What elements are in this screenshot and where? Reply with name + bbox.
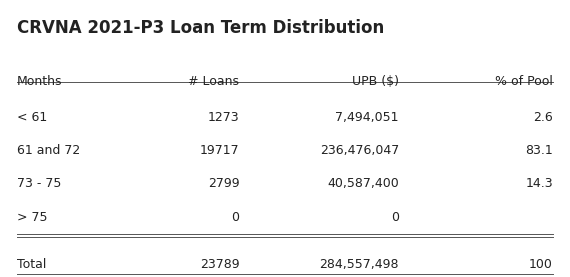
Text: 73 - 75: 73 - 75: [17, 177, 62, 190]
Text: 0: 0: [391, 211, 399, 224]
Text: > 75: > 75: [17, 211, 48, 224]
Text: UPB ($): UPB ($): [352, 75, 399, 88]
Text: 19717: 19717: [200, 144, 239, 157]
Text: 40,587,400: 40,587,400: [327, 177, 399, 190]
Text: 236,476,047: 236,476,047: [320, 144, 399, 157]
Text: Total: Total: [17, 258, 47, 271]
Text: 83.1: 83.1: [525, 144, 553, 157]
Text: 2799: 2799: [208, 177, 239, 190]
Text: 1273: 1273: [208, 111, 239, 124]
Text: CRVNA 2021-P3 Loan Term Distribution: CRVNA 2021-P3 Loan Term Distribution: [17, 19, 384, 37]
Text: Months: Months: [17, 75, 63, 88]
Text: 100: 100: [529, 258, 553, 271]
Text: 284,557,498: 284,557,498: [320, 258, 399, 271]
Text: 0: 0: [231, 211, 239, 224]
Text: 23789: 23789: [200, 258, 239, 271]
Text: 61 and 72: 61 and 72: [17, 144, 80, 157]
Text: 2.6: 2.6: [533, 111, 553, 124]
Text: 14.3: 14.3: [526, 177, 553, 190]
Text: < 61: < 61: [17, 111, 47, 124]
Text: % of Pool: % of Pool: [495, 75, 553, 88]
Text: 7,494,051: 7,494,051: [336, 111, 399, 124]
Text: # Loans: # Loans: [189, 75, 239, 88]
